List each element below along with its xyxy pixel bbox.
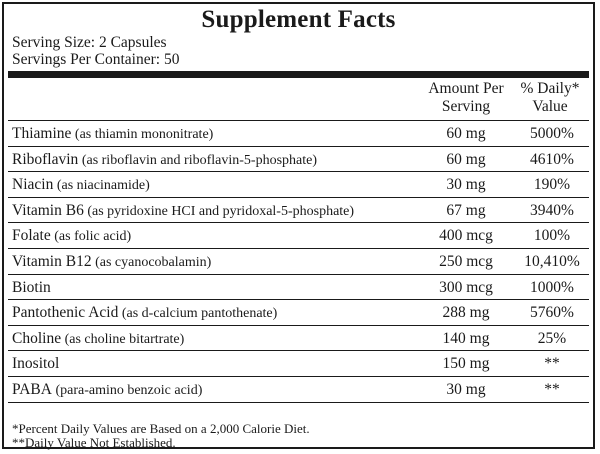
nutrient-daily-value: ** <box>544 380 560 398</box>
nutrient-name-cell: Niacin (as niacinamide) <box>12 176 150 195</box>
nutrient-daily-value: 25% <box>537 329 567 347</box>
nutrient-name: PABA <box>12 380 52 398</box>
dv-header-line2: Value <box>532 98 568 115</box>
supplement-facts-panel: Supplement Facts Serving Size: 2 Capsule… <box>2 2 595 450</box>
nutrient-name-cell: Vitamin B12 (as cyanocobalamin) <box>12 253 211 272</box>
nutrient-name: Folate <box>12 227 51 245</box>
nutrient-row: Choline (as choline bitartrate) 140 mg 2… <box>8 324 589 351</box>
nutrient-row: Inositol 150 mg ** <box>8 350 589 376</box>
nutrient-amount: 30 mg <box>446 380 486 398</box>
nutrient-name: Pantothenic Acid <box>12 304 119 322</box>
nutrient-name-cell: PABA (para-amino benzoic acid) <box>12 381 202 400</box>
nutrient-name: Niacin <box>12 176 54 194</box>
nutrient-source: (as folic acid) <box>50 229 132 245</box>
servings-per-container: Servings Per Container: 50 <box>12 51 180 68</box>
nutrient-name-cell: Folate (as folic acid) <box>12 227 131 246</box>
nutrient-daily-value: 5760% <box>530 304 574 322</box>
nutrient-row: Folate (as folic acid) 400 mcg 100% <box>8 222 589 248</box>
nutrient-daily-value: 100% <box>533 227 571 245</box>
nutrient-row: PABA (para-amino benzoic acid) 30 mg ** <box>8 375 589 403</box>
nutrient-name: Vitamin B6 <box>12 201 84 219</box>
nutrient-name-cell: Riboflavin (as riboflavin and riboflavin… <box>12 151 317 170</box>
thick-divider <box>8 71 589 78</box>
panel-title: Supplement Facts <box>201 6 396 33</box>
nutrient-row: Thiamine (as thiamin mononitrate) 60 mg … <box>8 120 589 146</box>
daily-value-header: % Daily* Value <box>513 80 587 116</box>
nutrient-daily-value: 3940% <box>530 201 574 219</box>
nutrient-name-cell: Biotin <box>12 279 51 298</box>
nutrient-amount: 60 mg <box>446 125 486 142</box>
nutrient-source: (as choline bitartrate) <box>61 331 185 347</box>
nutrient-name: Choline <box>12 329 62 347</box>
nutrient-name-cell: Thiamine (as thiamin mononitrate) <box>12 125 213 144</box>
nutrient-name: Vitamin B12 <box>12 252 92 270</box>
nutrient-row: Vitamin B12 (as cyanocobalamin) 250 mcg … <box>8 247 589 274</box>
nutrient-name-cell: Choline (as choline bitartrate) <box>12 330 184 349</box>
nutrient-source: (as cyanocobalamin) <box>91 254 212 270</box>
nutrient-row: Vitamin B6 (as pyridoxine HCI and pyrido… <box>8 196 589 223</box>
serving-size: Serving Size: 2 Capsules <box>12 34 167 51</box>
nutrient-source: (para-amino benzoic acid) <box>51 382 203 398</box>
amount-per-serving-header: Amount Per Serving <box>418 80 514 116</box>
nutrient-source: (as pyridoxine HCI and pyridoxal-5-phosp… <box>83 203 355 219</box>
nutrient-amount: 250 mcg <box>439 252 493 270</box>
nutrient-amount: 400 mcg <box>439 227 493 245</box>
nutrient-name-cell: Vitamin B6 (as pyridoxine HCI and pyrido… <box>12 202 354 221</box>
nutrient-name: Thiamine <box>12 125 72 142</box>
nutrient-amount: 67 mg <box>446 201 486 219</box>
nutrient-row: Riboflavin (as riboflavin and riboflavin… <box>8 145 589 172</box>
nutrient-rows: Thiamine (as thiamin mononitrate) 60 mg … <box>8 120 589 403</box>
nutrient-amount: 140 mg <box>442 329 490 347</box>
nutrient-amount: 30 mg <box>446 176 486 194</box>
footnote-not-established: **Daily Value Not Established. <box>12 435 176 450</box>
nutrient-name: Riboflavin <box>12 150 79 168</box>
nutrient-name: Biotin <box>12 278 51 296</box>
nutrient-source: (as niacinamide) <box>53 178 150 194</box>
nutrient-source: (as thiamin mononitrate) <box>71 127 214 142</box>
nutrient-row: Pantothenic Acid (as d-calcium pantothen… <box>8 299 589 325</box>
nutrient-daily-value: 1000% <box>530 278 574 296</box>
nutrient-source: (as d-calcium pantothenate) <box>118 306 278 322</box>
nutrient-daily-value: 5000% <box>530 125 574 142</box>
nutrient-amount: 300 mcg <box>439 278 493 296</box>
nutrient-name-cell: Inositol <box>12 355 59 374</box>
nutrient-name: Inositol <box>12 355 60 373</box>
footnote-daily-values: *Percent Daily Values are Based on a 2,0… <box>12 421 310 436</box>
nutrient-amount: 288 mg <box>442 304 490 322</box>
nutrient-daily-value: 4610% <box>530 150 574 168</box>
amount-header-line2: Serving <box>441 98 491 115</box>
nutrient-amount: 150 mg <box>442 355 490 373</box>
nutrient-amount: 60 mg <box>446 150 486 168</box>
nutrient-daily-value: 10,410% <box>524 252 580 270</box>
nutrient-row: Biotin 300 mcg 1000% <box>8 273 589 300</box>
nutrient-name-cell: Pantothenic Acid (as d-calcium pantothen… <box>12 304 277 323</box>
nutrient-daily-value: 190% <box>533 176 571 194</box>
dv-header-line1: % Daily* <box>520 80 580 97</box>
amount-header-line1: Amount Per <box>428 80 504 97</box>
nutrient-row: Niacin (as niacinamide) 30 mg 190% <box>8 171 589 197</box>
nutrient-daily-value: ** <box>544 355 560 373</box>
nutrient-source: (as riboflavin and riboflavin-5-phosphat… <box>78 152 318 168</box>
